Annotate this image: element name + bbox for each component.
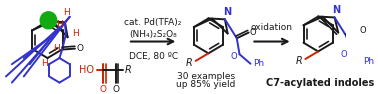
Text: (NH₄)₂S₂O₈: (NH₄)₂S₂O₈ — [129, 30, 177, 39]
Text: Ph: Ph — [253, 59, 264, 68]
Text: H: H — [64, 8, 70, 17]
Text: DCE, 80 ºC: DCE, 80 ºC — [129, 52, 178, 61]
Text: 30 examples: 30 examples — [177, 72, 235, 81]
Text: Ph: Ph — [363, 57, 374, 66]
Text: O: O — [250, 28, 257, 37]
Text: cat. Pd(TFA)₂: cat. Pd(TFA)₂ — [124, 18, 182, 27]
Text: R: R — [296, 56, 302, 66]
Text: H: H — [41, 59, 48, 68]
Text: O: O — [231, 52, 237, 61]
Text: H: H — [56, 20, 63, 29]
Text: R: R — [186, 58, 193, 68]
Text: N: N — [332, 5, 341, 15]
Text: O: O — [359, 26, 366, 35]
Text: R: R — [125, 65, 132, 75]
Text: HO: HO — [79, 65, 94, 75]
Text: H: H — [56, 20, 63, 29]
Text: C7-acylated indoles: C7-acylated indoles — [266, 78, 374, 88]
Text: O: O — [341, 50, 347, 59]
Text: H: H — [44, 15, 53, 25]
Text: N: N — [223, 7, 231, 17]
Text: H: H — [73, 29, 79, 38]
Text: oxidation: oxidation — [251, 23, 293, 32]
Text: O: O — [77, 44, 84, 53]
Text: up 85% yield: up 85% yield — [176, 80, 235, 89]
Text: H: H — [53, 44, 60, 53]
Text: O: O — [113, 85, 119, 94]
Circle shape — [40, 12, 57, 29]
Text: O: O — [100, 85, 107, 94]
